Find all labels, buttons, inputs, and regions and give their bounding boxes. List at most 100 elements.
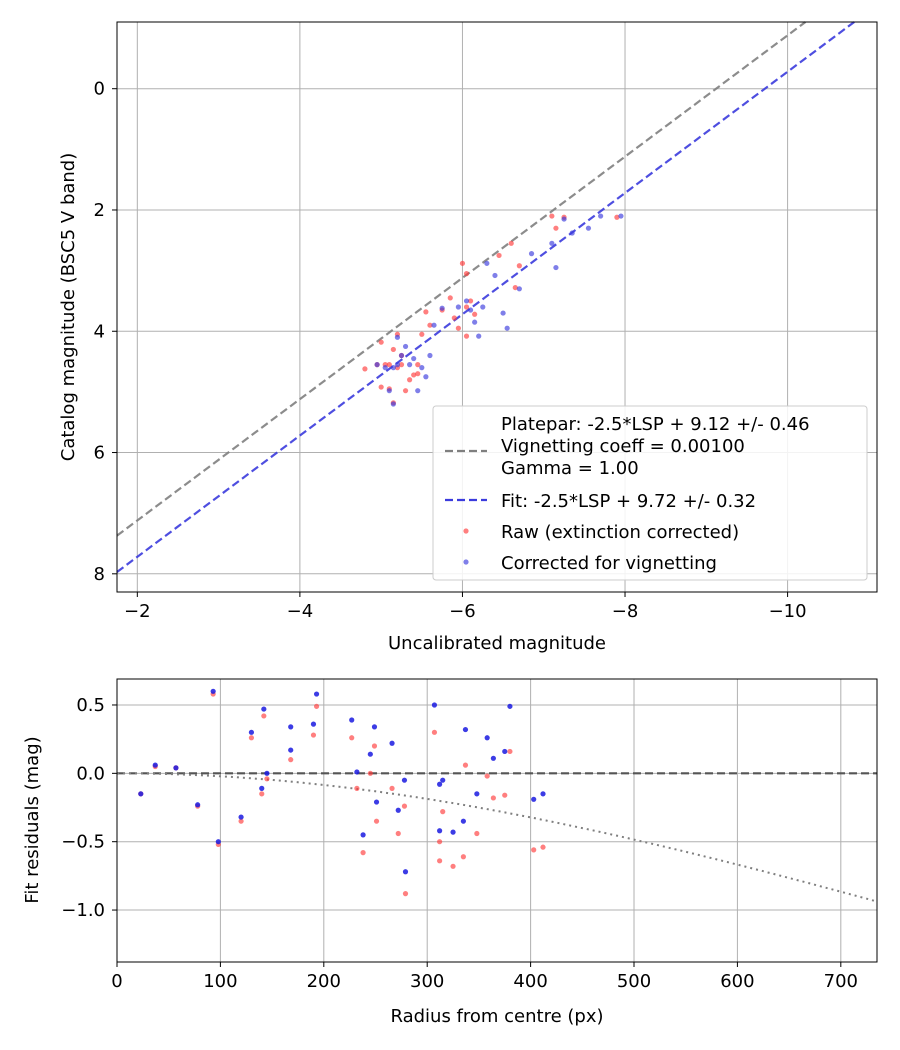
bottom-x-tick-label: 500 xyxy=(617,971,651,992)
bottom-point-corrected-for-vignetting xyxy=(450,829,456,835)
top-point-corrected-for-vignetting xyxy=(553,264,559,271)
bottom-point-corrected-for-vignetting xyxy=(402,869,409,875)
top-point-raw-extinction-corrected xyxy=(427,322,433,328)
bottom-x-tick-label: 0 xyxy=(111,971,122,992)
bottom-y-axis-label: Fit residuals (mag) xyxy=(22,736,43,903)
bottom-point-corrected-for-vignetting xyxy=(152,762,158,768)
top-y-tick-label: 0 xyxy=(94,79,105,100)
bottom-point-corrected-for-vignetting xyxy=(248,729,255,735)
bottom-y-tick-label: −1.0 xyxy=(61,900,105,921)
top-point-raw-extinction-corrected xyxy=(508,240,514,246)
top-y-tick-label: 6 xyxy=(94,443,105,464)
top-point-raw-extinction-corrected xyxy=(463,304,470,310)
top-point-corrected-for-vignetting xyxy=(390,401,396,407)
top-x-tick-label: −8 xyxy=(612,601,639,622)
bottom-point-raw-extinction-corrected xyxy=(460,854,466,860)
top-point-corrected-for-vignetting xyxy=(467,307,474,313)
top-point-raw-extinction-corrected xyxy=(451,315,457,321)
legend-platepar-label-line: Vignetting coeff = 0.00100 xyxy=(501,436,745,457)
top-point-corrected-for-vignetting xyxy=(402,343,409,350)
bottom-point-corrected-for-vignetting xyxy=(507,703,513,709)
top-point-raw-extinction-corrected xyxy=(415,362,421,368)
bottom-point-corrected-for-vignetting xyxy=(462,726,469,733)
legend-box xyxy=(432,405,868,581)
bottom-point-corrected-for-vignetting xyxy=(173,765,179,771)
top-point-raw-extinction-corrected xyxy=(467,298,474,304)
bottom-point-corrected-for-vignetting xyxy=(401,777,408,783)
top-axes-frame xyxy=(116,21,878,593)
top-point-corrected-for-vignetting xyxy=(549,240,555,246)
top-point-raw-extinction-corrected xyxy=(496,252,502,259)
bottom-point-raw-extinction-corrected xyxy=(507,748,513,755)
legend-corrected-label: Corrected for vignetting xyxy=(501,553,717,574)
bottom-point-corrected-for-vignetting xyxy=(210,688,216,694)
bottom-y-tick-label: 0.5 xyxy=(76,695,105,716)
bottom-point-corrected-for-vignetting xyxy=(367,751,373,757)
bottom-point-corrected-for-vignetting xyxy=(431,702,438,708)
bottom-point-raw-extinction-corrected xyxy=(502,792,508,798)
top-point-raw-extinction-corrected xyxy=(419,331,425,337)
top-point-corrected-for-vignetting xyxy=(585,225,592,231)
top-scatter-points xyxy=(362,213,624,407)
bottom-point-raw-extinction-corrected xyxy=(248,735,255,741)
bottom-point-raw-extinction-corrected xyxy=(288,757,294,763)
bottom-point-corrected-for-vignetting xyxy=(484,735,490,741)
top-point-raw-extinction-corrected xyxy=(390,346,396,353)
bottom-x-axis-label: Radius from centre (px) xyxy=(390,1006,603,1027)
bottom-point-raw-extinction-corrected xyxy=(402,891,409,897)
bottom-x-tick-label: 700 xyxy=(824,971,858,992)
bottom-chart: 0 100 200 300 400 500 600 700 0.5 0.0 −0.5 −1.0 Ra… xyxy=(22,678,878,1027)
bottom-point-corrected-for-vignetting xyxy=(373,799,380,805)
bottom-axes-frame xyxy=(116,678,878,963)
bottom-point-raw-extinction-corrected xyxy=(490,795,496,801)
bottom-point-corrected-for-vignetting xyxy=(440,777,446,783)
top-point-raw-extinction-corrected xyxy=(447,295,453,301)
bottom-point-corrected-for-vignetting xyxy=(349,717,355,723)
top-point-raw-extinction-corrected xyxy=(415,371,421,377)
top-point-corrected-for-vignetting xyxy=(618,213,624,219)
bottom-x-ticks: 0 100 200 300 400 500 600 700 xyxy=(111,962,858,992)
bottom-point-raw-extinction-corrected xyxy=(462,762,469,768)
bottom-point-corrected-for-vignetting xyxy=(138,791,144,797)
bottom-scatter-points xyxy=(138,688,546,897)
bottom-point-raw-extinction-corrected xyxy=(401,803,408,809)
legend-platepar-label: Platepar: -2.5*LSP + 9.12 +/- 0.46 Vignet… xyxy=(501,414,810,479)
top-point-corrected-for-vignetting xyxy=(374,362,380,368)
top-point-corrected-for-vignetting xyxy=(382,365,388,371)
top-point-corrected-for-vignetting xyxy=(504,325,510,331)
bottom-point-corrected-for-vignetting xyxy=(259,785,265,791)
top-x-tick-label: −2 xyxy=(124,601,151,622)
bottom-point-raw-extinction-corrected xyxy=(437,858,443,864)
bottom-point-corrected-for-vignetting xyxy=(490,755,496,761)
bottom-x-tick-label: 400 xyxy=(513,971,547,992)
vignetting-curve xyxy=(117,772,878,903)
top-point-corrected-for-vignetting xyxy=(390,365,396,371)
platepar-line xyxy=(116,21,807,537)
top-y-tick-label: 8 xyxy=(94,564,105,585)
bottom-x-tick-label: 600 xyxy=(720,971,754,992)
top-point-raw-extinction-corrected xyxy=(386,362,392,368)
bottom-point-corrected-for-vignetting xyxy=(238,814,244,820)
top-point-corrected-for-vignetting xyxy=(472,319,478,325)
bottom-y-ticks: 0.5 0.0 −0.5 −1.0 xyxy=(61,695,117,921)
legend-platepar-label-line: Gamma = 1.00 xyxy=(501,458,639,479)
legend-fit-label: Fit: -2.5*LSP + 9.72 +/- 0.32 xyxy=(501,491,756,512)
top-point-corrected-for-vignetting xyxy=(415,388,421,394)
top-point-corrected-for-vignetting xyxy=(463,298,470,304)
bottom-point-raw-extinction-corrected xyxy=(437,839,443,845)
bottom-point-raw-extinction-corrected xyxy=(238,818,244,824)
bottom-point-raw-extinction-corrected xyxy=(367,770,373,776)
top-point-corrected-for-vignetting xyxy=(528,251,535,257)
top-point-raw-extinction-corrected xyxy=(549,213,555,219)
top-point-corrected-for-vignetting xyxy=(419,365,425,371)
bottom-point-raw-extinction-corrected xyxy=(440,809,446,815)
bottom-point-raw-extinction-corrected xyxy=(389,785,395,791)
top-x-tick-label: −4 xyxy=(287,601,314,622)
top-y-ticks: 0 2 4 6 8 xyxy=(94,79,117,585)
bottom-point-corrected-for-vignetting xyxy=(360,832,366,838)
bottom-point-corrected-for-vignetting xyxy=(389,740,395,746)
bottom-point-raw-extinction-corrected xyxy=(395,830,401,837)
bottom-point-corrected-for-vignetting xyxy=(474,791,480,797)
bottom-point-raw-extinction-corrected xyxy=(259,791,265,797)
